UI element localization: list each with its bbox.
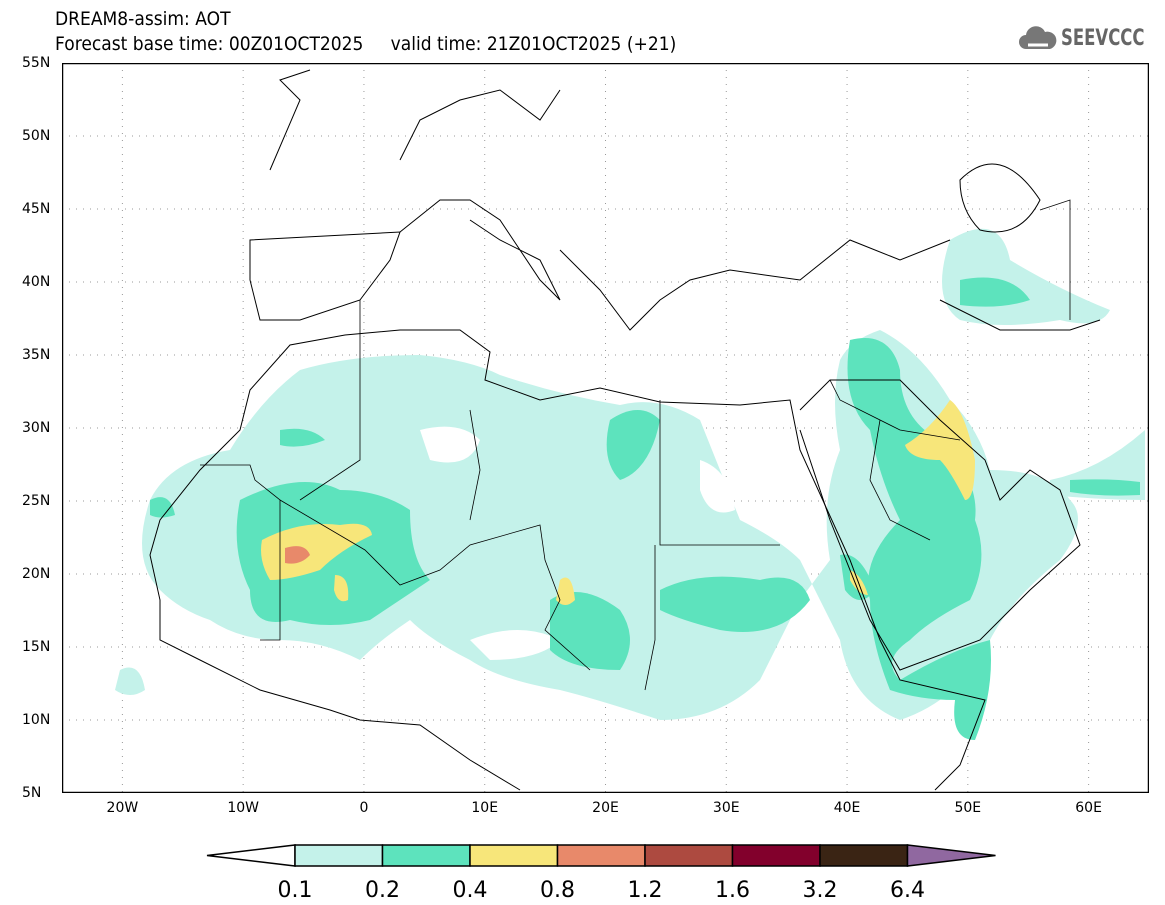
colorbar-segment (469, 844, 559, 867)
aot-level-0.2 (1070, 479, 1140, 496)
lat-label: 45N (22, 201, 51, 217)
lon-label: 30E (712, 800, 740, 816)
aot-level-0.2 (280, 428, 325, 447)
aot-clear-area (700, 460, 735, 513)
country-border (469, 409, 481, 521)
coastline (799, 379, 1081, 671)
aot-level-0.4 (850, 570, 868, 595)
country-border (659, 400, 780, 546)
coastline (249, 231, 401, 321)
colorbar-segment (556, 844, 646, 867)
chart-title: DREAM8-assim: AOT (55, 8, 231, 30)
aot-level-0.2 (606, 410, 660, 480)
seevccc-logo: SEEVCCC (1018, 25, 1165, 51)
coastline (959, 163, 1041, 233)
aot-level-0.4 (334, 575, 349, 602)
country-border (279, 499, 591, 671)
colorbar-label: 6.4 (890, 878, 925, 903)
lat-label: 30N (22, 420, 51, 436)
coastline (149, 329, 986, 791)
lat-label: 50N (22, 128, 51, 144)
lon-label: 20E (592, 800, 619, 816)
colorbar-label: 1.2 (627, 878, 663, 903)
colorbar-segment (644, 844, 734, 867)
colorbar-label: 1.6 (715, 878, 750, 903)
aot-level-0.8 (285, 546, 310, 564)
colorbar-label: 0.1 (277, 878, 313, 903)
country-border (644, 545, 656, 691)
lat-label: 25N (22, 493, 51, 509)
logo-text: SEEVCCC (1061, 25, 1145, 51)
lon-label: 10W (227, 800, 259, 816)
lon-label: 20W (106, 800, 139, 816)
aot-level-0.4 (556, 577, 575, 605)
cloud-icon (1019, 26, 1057, 49)
aot-level-0.2 (150, 497, 175, 518)
coastline (269, 69, 311, 171)
colorbar-label: 0.4 (452, 878, 488, 903)
country-borders (200, 199, 1071, 691)
colorbar-segment (819, 844, 909, 867)
lat-label: 15N (22, 639, 51, 655)
colorbar-label: 3.2 (802, 878, 838, 903)
aot-level-0.2 (960, 277, 1030, 307)
map-frame (62, 63, 1149, 793)
chart-subtitle: Forecast base time: 00Z01OCT2025 valid t… (55, 33, 677, 55)
country-border (299, 300, 361, 501)
lat-label: 10N (22, 712, 51, 728)
colorbar (206, 844, 996, 867)
aot-level-0.2 (550, 592, 630, 670)
coastline (399, 89, 561, 161)
lon-label: 50E (954, 800, 982, 816)
aot-level-0.2 (847, 338, 991, 740)
lat-label: 40N (22, 274, 51, 290)
coastline (559, 239, 951, 331)
colorbar-segment (381, 844, 471, 867)
colorbar-label: 0.8 (540, 878, 575, 903)
lat-label: 35N (22, 347, 51, 363)
lat-label: 5N (22, 785, 42, 801)
coastline (399, 199, 561, 301)
aot-level-0.1 (942, 228, 1110, 325)
lon-label: 0 (359, 800, 369, 816)
colorbar-segment (731, 844, 821, 867)
country-border (869, 419, 931, 541)
colorbar-min-arrow (206, 844, 296, 867)
colorbar-segment (294, 844, 384, 867)
aot-contours (115, 228, 1145, 740)
coastline (939, 299, 1101, 331)
aot-map (62, 63, 1149, 793)
country-border (1039, 199, 1071, 320)
lat-label: 20N (22, 566, 51, 582)
aot-clear-area (420, 426, 480, 463)
lon-label: 10E (471, 800, 499, 816)
aot-clear-area (470, 630, 560, 660)
aot-level-0.2 (660, 576, 810, 632)
coastline (149, 554, 521, 791)
coastlines (149, 69, 1101, 791)
colorbar-max-arrow (906, 844, 996, 867)
colorbar-label: 0.2 (365, 878, 400, 903)
lat-label: 55N (22, 55, 51, 71)
country-border (200, 464, 281, 641)
aot-level-0.1 (142, 330, 1078, 720)
aot-level-0.4 (905, 400, 975, 500)
country-border (829, 379, 961, 441)
lon-label: 40E (833, 800, 861, 816)
aot-level-0.1 (115, 667, 145, 695)
lon-label: 60E (1075, 800, 1102, 816)
